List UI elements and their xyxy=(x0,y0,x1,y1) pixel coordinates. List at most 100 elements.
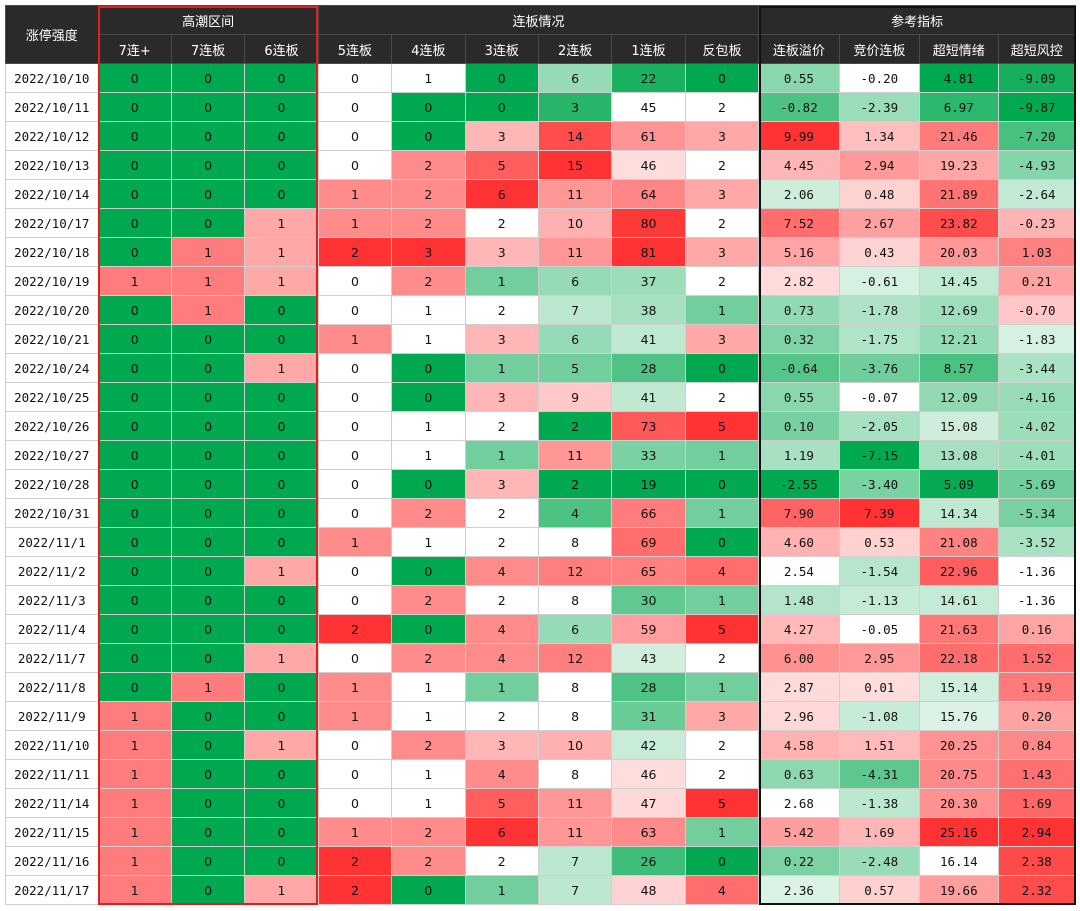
value-cell-col-13: -1.83 xyxy=(997,324,1076,354)
value-cell-col-7: 8 xyxy=(537,585,613,615)
value-cell-col-11: 0.53 xyxy=(838,527,921,557)
value-cell-col-8: 61 xyxy=(611,121,686,151)
value-cell-col-11: 0.43 xyxy=(838,237,921,267)
table-row: 2022/10/24 0 0 1 0 0 1 5 28 0 -0.64 -3.76 8.57 -3.44 xyxy=(5,353,1076,383)
table-row: 2022/10/18 0 1 1 2 3 3 11 81 3 5.16 0.43 20.03 1.03 xyxy=(5,237,1076,267)
value-cell-col-9: 2 xyxy=(684,730,760,760)
header-group-3: 参考指标 xyxy=(758,5,1076,35)
table-row: 2022/10/11 0 0 0 0 0 0 3 45 2 -0.82 -2.39 6.97 -9.87 xyxy=(5,92,1076,122)
value-cell-col-6: 1 xyxy=(464,672,539,702)
table-row: 2022/10/12 0 0 0 0 0 3 14 61 3 9.99 1.34 21.46 -7.20 xyxy=(5,121,1076,151)
value-cell-col-11: -1.38 xyxy=(838,788,921,818)
value-cell-col-1: 0 xyxy=(97,672,172,702)
value-cell-col-12: 21.08 xyxy=(919,527,999,557)
value-cell-col-7: 8 xyxy=(537,672,613,702)
value-cell-col-3: 1 xyxy=(244,730,319,760)
value-cell-col-11: -0.20 xyxy=(838,63,921,93)
value-cell-col-5: 0 xyxy=(391,875,466,905)
header-group-1: 高潮区间 xyxy=(97,5,319,35)
value-cell-col-12: 21.63 xyxy=(919,614,999,644)
value-cell-col-5: 2 xyxy=(391,817,466,847)
value-cell-col-7: 6 xyxy=(537,266,613,296)
value-cell-col-10: 5.42 xyxy=(758,817,840,847)
value-cell-col-7: 11 xyxy=(537,817,613,847)
date-cell: 2022/11/4 xyxy=(5,614,99,644)
value-cell-col-12: 14.34 xyxy=(919,498,999,528)
date-cell: 2022/11/10 xyxy=(5,730,99,760)
value-cell-col-3: 0 xyxy=(244,324,319,354)
value-cell-col-9: 2 xyxy=(684,382,760,412)
value-cell-col-11: 2.94 xyxy=(838,150,921,180)
value-cell-col-2: 0 xyxy=(170,382,246,412)
value-cell-col-11: 2.95 xyxy=(838,643,921,673)
date-cell: 2022/11/11 xyxy=(5,759,99,789)
value-cell-col-1: 0 xyxy=(97,556,172,586)
value-cell-col-7: 11 xyxy=(537,440,613,470)
value-cell-col-13: -9.87 xyxy=(997,92,1076,122)
value-cell-col-13: 0.16 xyxy=(997,614,1076,644)
value-cell-col-2: 0 xyxy=(170,556,246,586)
value-cell-col-9: 2 xyxy=(684,150,760,180)
value-cell-col-5: 1 xyxy=(391,527,466,557)
date-cell: 2022/10/17 xyxy=(5,208,99,238)
value-cell-col-2: 0 xyxy=(170,730,246,760)
value-cell-col-4: 1 xyxy=(317,527,393,557)
value-cell-col-3: 0 xyxy=(244,121,319,151)
table-row: 2022/10/17 0 0 1 1 2 2 10 80 2 7.52 2.67 23.82 -0.23 xyxy=(5,208,1076,238)
table-row: 2022/10/26 0 0 0 0 1 2 2 73 5 0.10 -2.05 15.08 -4.02 xyxy=(5,411,1076,441)
value-cell-col-13: 1.03 xyxy=(997,237,1076,267)
value-cell-col-11: 1.69 xyxy=(838,817,921,847)
value-cell-col-10: 7.52 xyxy=(758,208,840,238)
value-cell-col-7: 10 xyxy=(537,730,613,760)
value-cell-col-5: 2 xyxy=(391,150,466,180)
value-cell-col-11: -2.48 xyxy=(838,846,921,876)
value-cell-col-11: -0.05 xyxy=(838,614,921,644)
date-cell: 2022/11/15 xyxy=(5,817,99,847)
value-cell-col-12: 15.08 xyxy=(919,411,999,441)
value-cell-col-5: 2 xyxy=(391,208,466,238)
value-cell-col-10: 6.00 xyxy=(758,643,840,673)
value-cell-col-4: 2 xyxy=(317,614,393,644)
value-cell-col-12: 15.14 xyxy=(919,672,999,702)
header-group-row: 涨停强度 高潮区间 连板情况 参考指标 xyxy=(5,5,1076,64)
value-cell-col-8: 48 xyxy=(611,875,686,905)
date-cell: 2022/11/8 xyxy=(5,672,99,702)
value-cell-col-6: 0 xyxy=(464,92,539,122)
value-cell-col-11: -4.31 xyxy=(838,759,921,789)
value-cell-col-1: 0 xyxy=(97,614,172,644)
table-row: 2022/11/9 1 0 0 1 1 2 8 31 3 2.96 -1.08 15.76 0.20 xyxy=(5,701,1076,731)
value-cell-col-8: 37 xyxy=(611,266,686,296)
value-cell-col-2: 0 xyxy=(170,527,246,557)
value-cell-col-7: 8 xyxy=(537,759,613,789)
value-cell-col-1: 0 xyxy=(97,63,172,93)
value-cell-col-5: 1 xyxy=(391,440,466,470)
value-cell-col-3: 0 xyxy=(244,614,319,644)
value-cell-col-5: 1 xyxy=(391,295,466,325)
value-cell-col-1: 0 xyxy=(97,643,172,673)
value-cell-col-7: 6 xyxy=(537,614,613,644)
value-cell-col-11: -1.75 xyxy=(838,324,921,354)
table-row: 2022/10/27 0 0 0 0 1 1 11 33 1 1.19 -7.15 13.08 -4.01 xyxy=(5,440,1076,470)
value-cell-col-3: 0 xyxy=(244,585,319,615)
value-cell-col-7: 7 xyxy=(537,875,613,905)
date-cell: 2022/10/13 xyxy=(5,150,99,180)
date-cell: 2022/11/14 xyxy=(5,788,99,818)
value-cell-col-5: 0 xyxy=(391,614,466,644)
value-cell-col-4: 0 xyxy=(317,121,393,151)
value-cell-col-2: 0 xyxy=(170,498,246,528)
value-cell-col-8: 42 xyxy=(611,730,686,760)
value-cell-col-1: 0 xyxy=(97,382,172,412)
value-cell-col-5: 0 xyxy=(391,353,466,383)
value-cell-col-2: 0 xyxy=(170,585,246,615)
value-cell-col-4: 0 xyxy=(317,353,393,383)
value-cell-col-1: 0 xyxy=(97,440,172,470)
table-row: 2022/10/28 0 0 0 0 0 3 2 19 0 -2.55 -3.40 5.09 -5.69 xyxy=(5,469,1076,499)
value-cell-col-7: 4 xyxy=(537,498,613,528)
value-cell-col-2: 0 xyxy=(170,411,246,441)
value-cell-col-10: 2.36 xyxy=(758,875,840,905)
value-cell-col-1: 0 xyxy=(97,411,172,441)
value-cell-col-2: 0 xyxy=(170,788,246,818)
value-cell-col-1: 0 xyxy=(97,324,172,354)
value-cell-col-4: 0 xyxy=(317,585,393,615)
value-cell-col-2: 0 xyxy=(170,150,246,180)
